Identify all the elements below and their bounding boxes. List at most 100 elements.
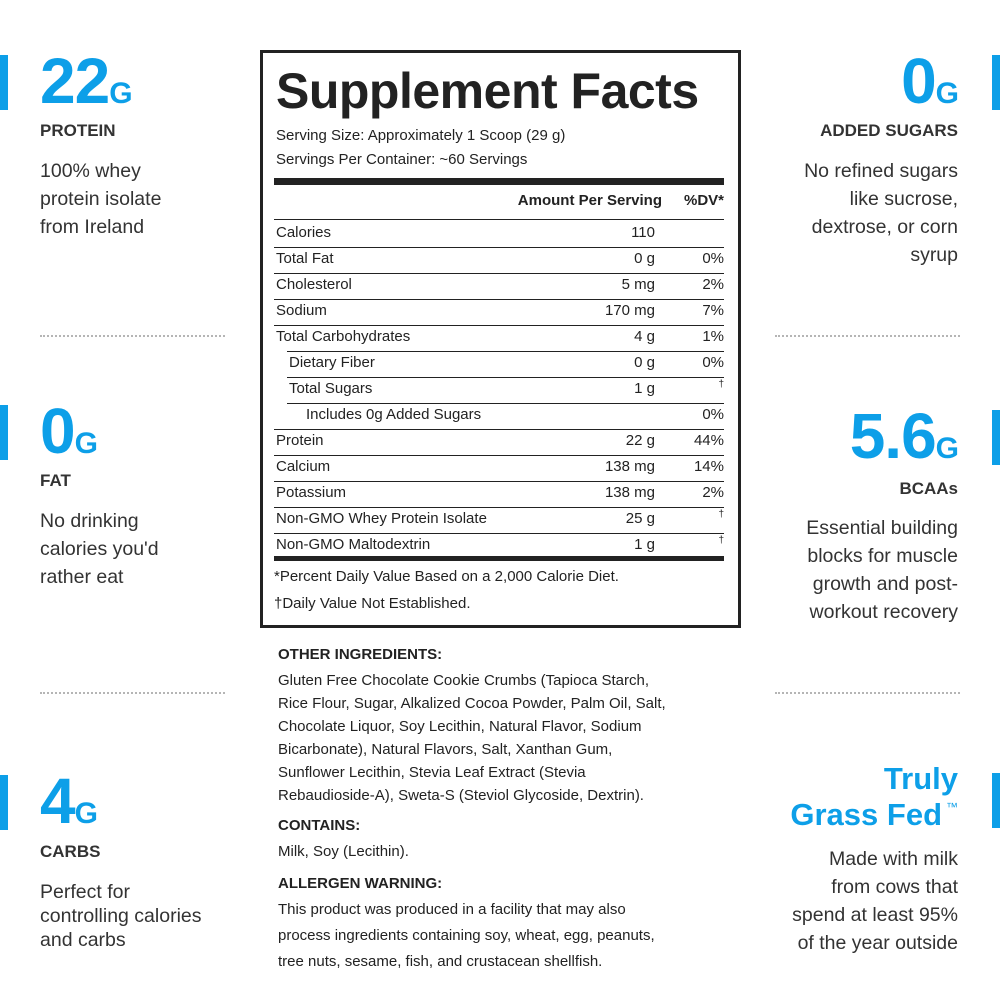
nutrient-dv: 0% — [702, 354, 724, 371]
rule — [274, 325, 724, 326]
ingredients-line: Gluten Free Chocolate Cookie Crumbs (Tap… — [278, 672, 650, 689]
nutrient-dv: 44% — [693, 432, 724, 449]
allergen-line: This product was produced in a facility … — [278, 901, 626, 918]
footnote: *Percent Daily Value Based on a 2,000 Ca… — [274, 568, 619, 585]
rule — [274, 273, 724, 274]
stat-description: blocks for muscle — [807, 545, 958, 567]
side-bar — [0, 775, 8, 830]
stat-description: and carbs — [40, 929, 126, 951]
nutrient-amount: 0 g — [634, 354, 655, 371]
separator — [775, 692, 960, 694]
nutrient-name: Calories — [276, 224, 332, 241]
rule — [287, 351, 724, 352]
rule — [274, 299, 724, 300]
grass-description: from cows that — [831, 876, 958, 898]
rule — [274, 219, 724, 220]
nutrient-name: Total Sugars — [289, 380, 373, 397]
nutrient-name: Total Fat — [276, 250, 334, 267]
nutrient-dv: 1% — [702, 328, 724, 345]
stat-description: growth and post- — [812, 573, 958, 595]
side-bar — [992, 55, 1000, 110]
thick-rule — [274, 556, 724, 561]
trademark: ™ — [946, 800, 958, 814]
stat-description: syrup — [910, 244, 958, 266]
nutrient-name: Dietary Fiber — [289, 354, 375, 371]
nutrient-dv: 0% — [702, 250, 724, 267]
rule — [287, 403, 724, 404]
allergen-heading: ALLERGEN WARNING: — [278, 875, 443, 892]
stat-description: rather eat — [40, 566, 124, 588]
nutrient-amount: 4 g — [634, 328, 655, 345]
nutrient-name: Protein — [276, 432, 324, 449]
stat-label: BCAAs — [899, 479, 958, 498]
nutrient-name: Sodium — [276, 302, 327, 319]
stat-description: Perfect for — [40, 881, 130, 903]
stat-description: No drinking — [40, 510, 139, 532]
grass-description: Made with milk — [829, 848, 958, 870]
nutrient-dv: 2% — [702, 276, 724, 293]
nutrient-amount: 5 mg — [621, 276, 655, 293]
stat-description: calories you'd — [40, 538, 159, 560]
nutrient-dv: † — [718, 509, 724, 520]
allergen-line: tree nuts, sesame, fish, and crustacean … — [278, 953, 603, 970]
stat-description: workout recovery — [809, 601, 958, 623]
nutrient-amount: 0 g — [634, 250, 655, 267]
thick-rule — [274, 178, 724, 185]
footnote: †Daily Value Not Established. — [274, 595, 471, 612]
stat-label: PROTEIN — [40, 121, 116, 140]
nutrient-name: Potassium — [276, 484, 347, 501]
stat-description: dextrose, or corn — [811, 216, 958, 238]
unit: G — [109, 77, 132, 110]
unit: G — [935, 432, 959, 465]
facts-box — [260, 50, 741, 628]
ingredients-heading: OTHER INGREDIENTS: — [278, 646, 443, 663]
contains-text: Milk, Soy (Lecithin). — [278, 843, 409, 860]
nutrient-name: Total Carbohydrates — [276, 328, 411, 345]
nutrient-name: Non-GMO Maltodextrin — [276, 536, 431, 553]
nutrient-amount: 110 — [631, 224, 655, 241]
stat-description: controlling calories — [40, 905, 202, 927]
stat-description: 100% whey — [40, 160, 141, 182]
nutrient-amount: 1 g — [634, 380, 655, 397]
facts-title: Supplement Facts — [276, 63, 699, 119]
grass-description: of the year outside — [797, 932, 958, 954]
stat-description: from Ireland — [40, 216, 145, 238]
allergen-line: process ingredients containing soy, whea… — [278, 927, 655, 944]
stat-label: CARBS — [40, 842, 101, 861]
unit: G — [935, 77, 959, 110]
amount-header: Amount Per Serving — [517, 192, 662, 209]
stat-value: 5.6G — [849, 400, 959, 472]
separator — [40, 692, 225, 694]
ingredients-line: Bicarbonate), Natural Flavors, Salt, Xan… — [278, 741, 613, 758]
nutrient-dv: 0% — [702, 406, 724, 423]
rule — [274, 429, 724, 430]
rule — [274, 533, 724, 534]
separator — [40, 335, 225, 337]
nutrient-dv: 7% — [702, 302, 724, 319]
rule — [274, 507, 724, 508]
rule — [274, 247, 724, 248]
grass-line1: Truly — [883, 761, 958, 796]
nutrient-name: Includes 0g Added Sugars — [306, 406, 482, 423]
ingredients-line: Rebaudioside-A), Sweta-S (Steviol Glycos… — [278, 787, 644, 804]
rule — [287, 377, 724, 378]
nutrient-name: Non-GMO Whey Protein Isolate — [276, 510, 487, 527]
contains-heading: CONTAINS: — [278, 817, 361, 834]
nutrient-amount: 138 mg — [604, 484, 655, 501]
ingredients-line: Sunflower Lecithin, Stevia Leaf Extract … — [278, 764, 586, 781]
stat-description: No refined sugars — [804, 160, 958, 182]
side-bar — [992, 773, 1000, 828]
nutrient-dv: † — [718, 535, 724, 546]
side-bar — [0, 405, 8, 460]
stat-description: protein isolate — [40, 188, 162, 210]
nutrient-name: Cholesterol — [276, 276, 352, 293]
side-bar — [992, 410, 1000, 465]
nutrient-dv: † — [718, 379, 724, 390]
nutrient-name: Calcium — [276, 458, 331, 475]
unit: G — [74, 797, 98, 830]
servings-per-container: Servings Per Container: ~60 Servings — [276, 151, 528, 168]
side-bar — [0, 55, 8, 110]
stat-description: Essential building — [806, 517, 958, 539]
stat-value: 22G — [40, 45, 133, 117]
nutrient-dv: 2% — [702, 484, 724, 501]
